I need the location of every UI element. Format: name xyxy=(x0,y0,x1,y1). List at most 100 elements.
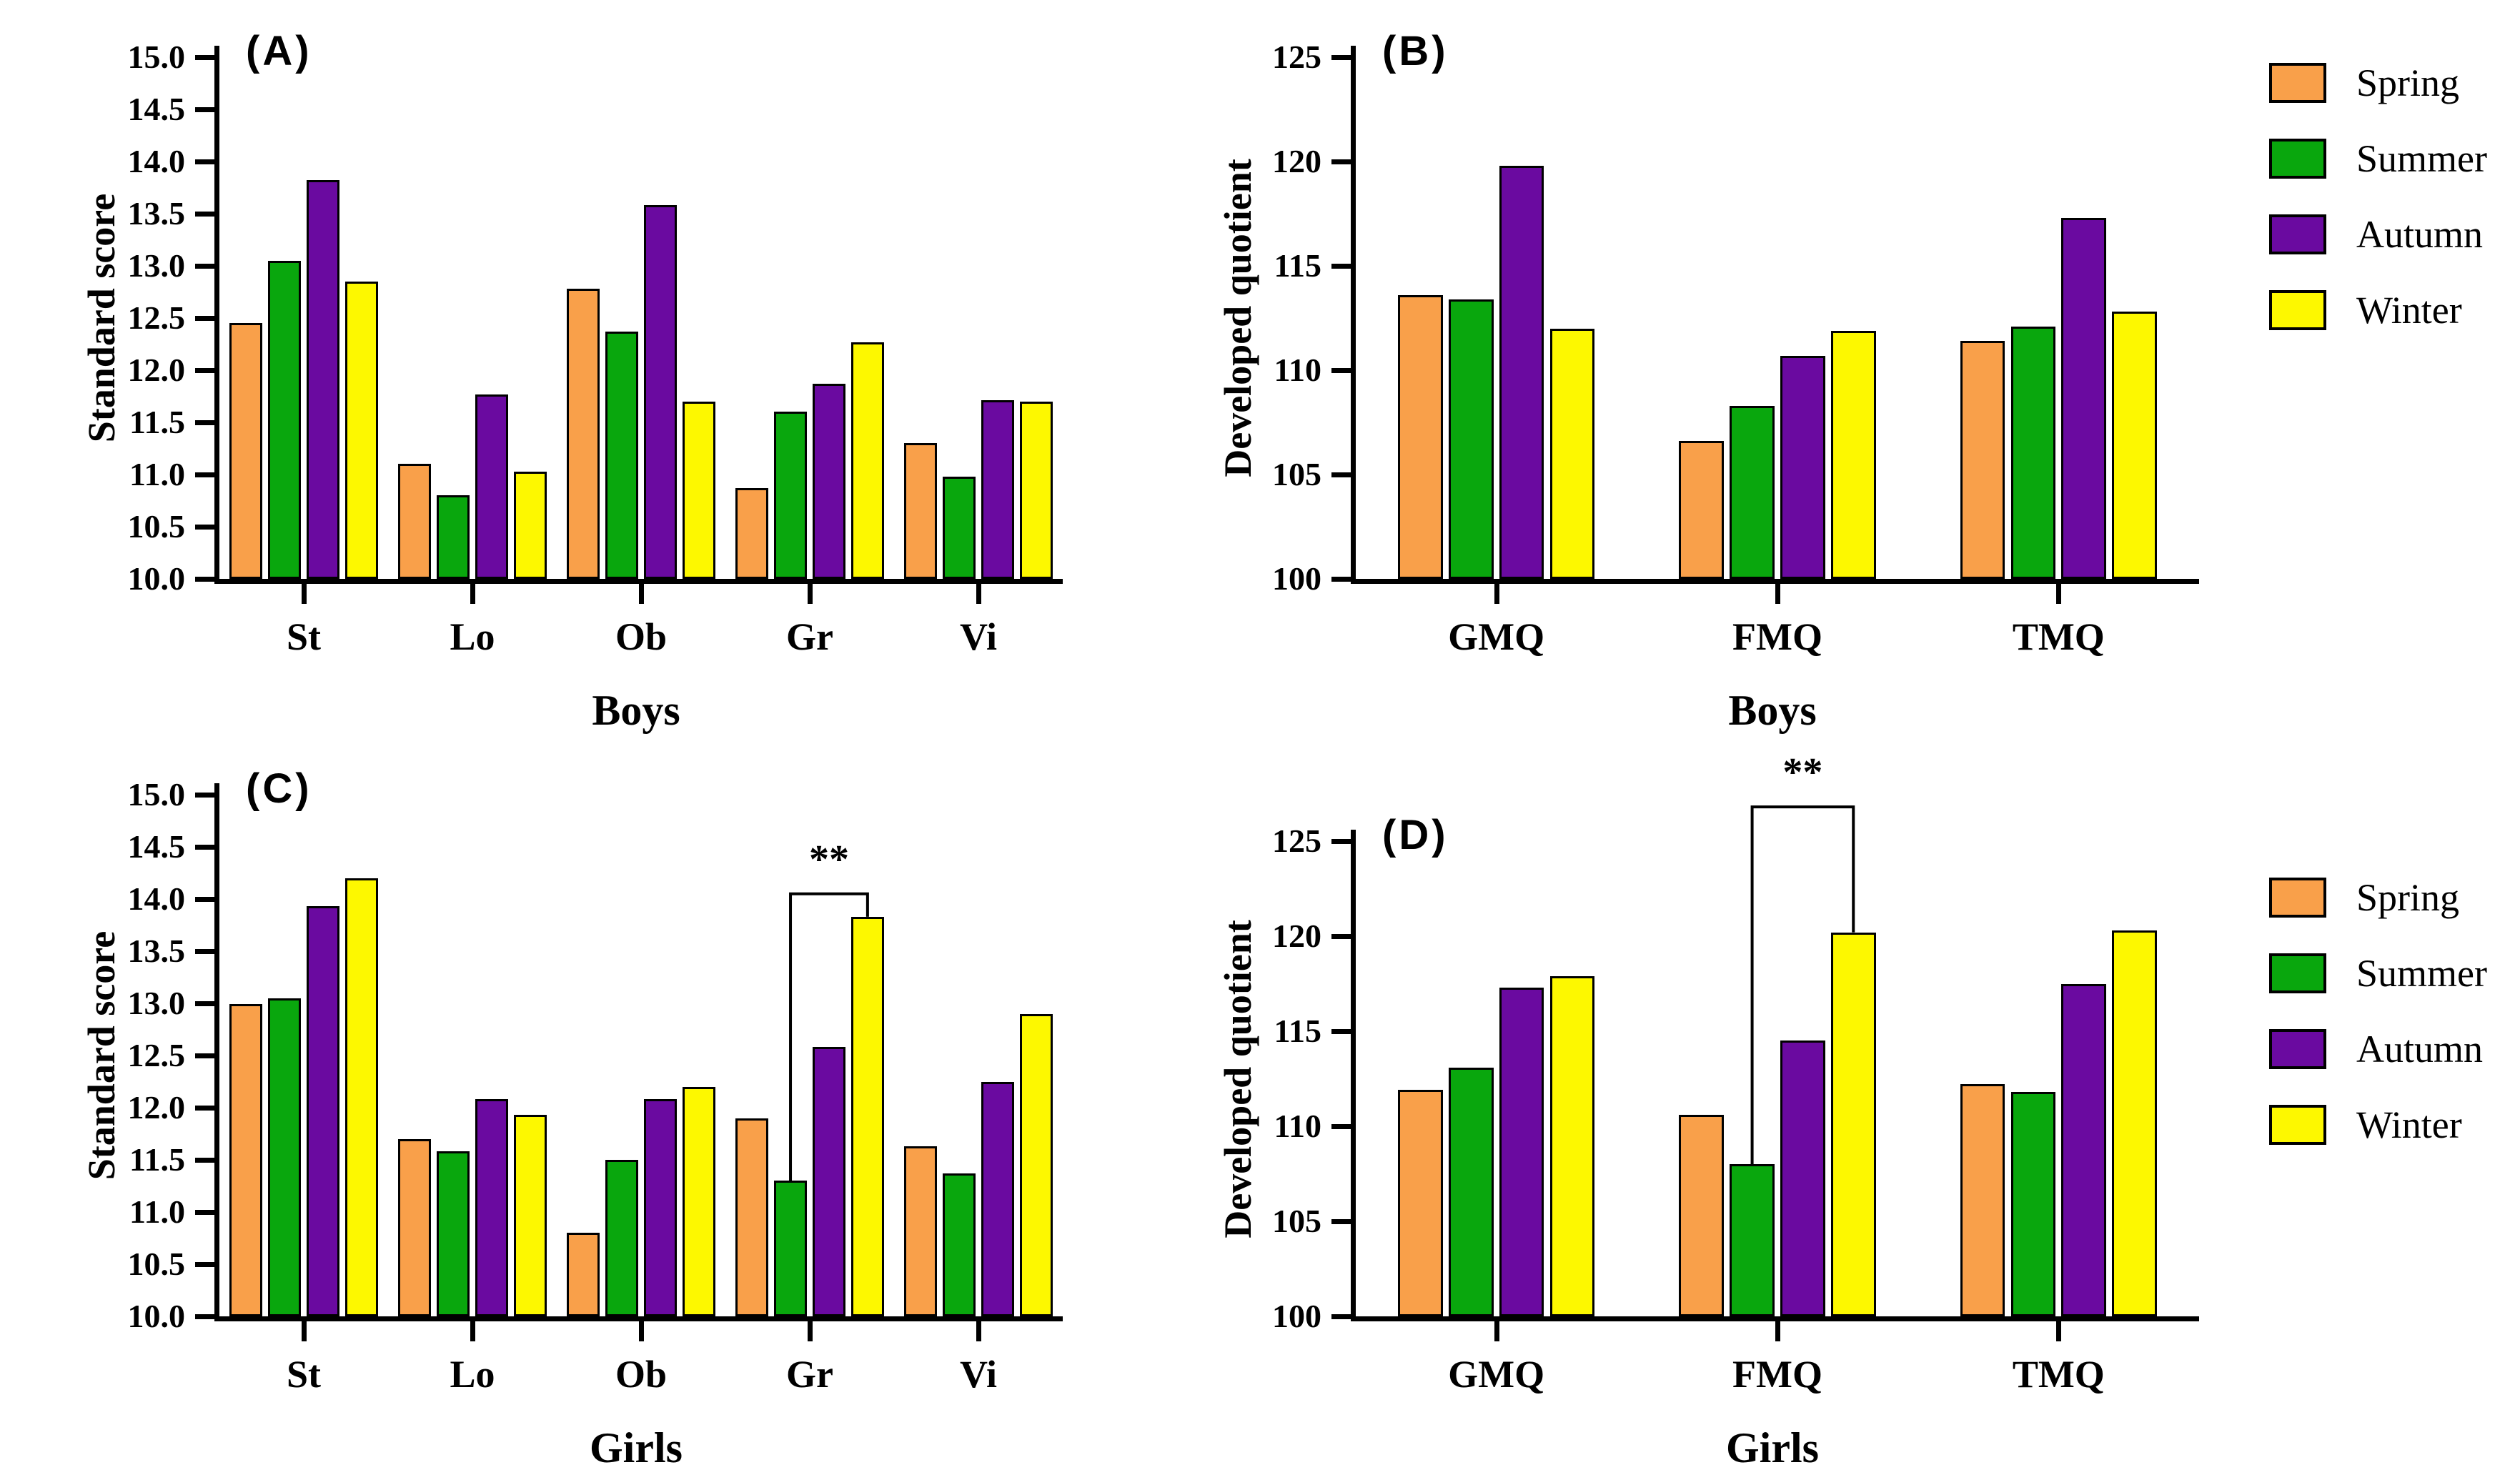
y-tick-mark xyxy=(195,1053,214,1058)
bar-summer-fmq xyxy=(1730,1164,1775,1316)
bar-winter-lo xyxy=(513,1115,547,1316)
y-tick-mark xyxy=(1331,264,1351,269)
y-tick-label: 12.5 xyxy=(127,1037,186,1073)
x-tick-mark xyxy=(1775,584,1780,604)
bar-autumn-ob xyxy=(644,1099,677,1316)
x-category-label: Gr xyxy=(786,1353,833,1396)
y-tick-mark xyxy=(1331,1314,1351,1319)
bar-autumn-tmq xyxy=(2061,217,2107,579)
bar-winter-vi xyxy=(1019,1013,1053,1316)
bar-winter-lo xyxy=(513,471,547,579)
x-tick-mark xyxy=(1494,584,1499,604)
x-axis-line xyxy=(1351,579,2199,584)
y-axis-title: Standard score xyxy=(80,193,123,443)
bar-winter-gr xyxy=(850,342,884,579)
y-tick-mark xyxy=(195,1210,214,1215)
y-tick-label: 105 xyxy=(1272,456,1321,492)
y-tick-label: 105 xyxy=(1272,1203,1321,1239)
legend-label: Spring xyxy=(2356,61,2460,104)
y-tick-mark xyxy=(1331,472,1351,477)
y-tick-label: 110 xyxy=(1274,1108,1321,1144)
y-tick-mark xyxy=(195,212,214,217)
bar-autumn-lo xyxy=(475,1099,508,1316)
y-axis-line xyxy=(1351,830,1356,1321)
panel-letter-label: (C) xyxy=(246,765,312,812)
x-tick-mark xyxy=(302,584,307,604)
bar-autumn-tmq xyxy=(2061,983,2107,1316)
y-tick-mark xyxy=(195,577,214,582)
x-category-label: FMQ xyxy=(1732,615,1822,658)
y-tick-label: 10.5 xyxy=(127,508,186,545)
y-tick-mark xyxy=(1331,159,1351,164)
y-axis-line xyxy=(214,783,219,1321)
bar-summer-ob xyxy=(605,331,638,579)
x-tick-mark xyxy=(639,1321,644,1341)
x-category-label: Lo xyxy=(450,615,495,658)
panel-a-standard-score-boys: 10.0 10.5 11.0 11.5 12.0 12.5 13.0 13.5 14.0 14.5… xyxy=(50,7,1079,739)
bar-summer-st xyxy=(268,260,301,579)
bar-summer-gmq xyxy=(1448,1067,1494,1316)
bar-spring-gmq xyxy=(1398,294,1443,579)
y-tick-mark xyxy=(1331,934,1351,939)
x-category-label: GMQ xyxy=(1448,615,1545,658)
bar-autumn-st xyxy=(307,180,339,579)
x-tick-mark xyxy=(302,1321,307,1341)
x-category-label: TMQ xyxy=(2012,615,2105,658)
legend-swatch-spring-icon xyxy=(2269,63,2326,103)
legend-item: Spring xyxy=(2269,61,2487,105)
y-tick-label: 10.0 xyxy=(127,1298,186,1334)
y-tick-mark xyxy=(1331,839,1351,844)
legend-label: Autumn xyxy=(2356,213,2484,256)
y-tick-mark xyxy=(195,1001,214,1006)
y-tick-label: 13.0 xyxy=(127,985,186,1021)
x-axis-line xyxy=(1351,1316,2199,1321)
legend-swatch-winter-icon xyxy=(2269,290,2326,330)
legend-label: Summer xyxy=(2356,137,2487,180)
y-tick-mark xyxy=(195,793,214,798)
y-tick-mark xyxy=(195,264,214,269)
legend-item: Summer xyxy=(2269,951,2487,995)
y-tick-label: 10.0 xyxy=(127,560,186,597)
panel-letter-label: (B) xyxy=(1382,28,1449,74)
y-tick-mark xyxy=(195,1158,214,1163)
legend-item: Winter xyxy=(2269,1103,2487,1147)
bar-spring-lo xyxy=(398,464,432,579)
x-axis-title: Boys xyxy=(1728,687,1817,734)
bar-winter-gr xyxy=(850,916,884,1316)
y-tick-label: 120 xyxy=(1272,143,1321,179)
panel-letter-label: (A) xyxy=(246,28,312,74)
legend-item: Winter xyxy=(2269,288,2487,332)
y-axis-title: Developed quotient xyxy=(1216,159,1259,477)
bar-autumn-lo xyxy=(475,394,508,579)
legend-item: Autumn xyxy=(2269,1027,2487,1071)
x-tick-mark xyxy=(470,1321,475,1341)
bar-spring-gr xyxy=(735,1118,769,1316)
panel-letter-label: (D) xyxy=(1382,812,1449,858)
bar-winter-tmq xyxy=(2112,930,2157,1316)
y-tick-mark xyxy=(195,420,214,425)
legend-label: Summer xyxy=(2356,952,2487,995)
bar-spring-ob xyxy=(567,289,600,579)
x-tick-mark xyxy=(1494,1321,1499,1341)
y-tick-mark xyxy=(195,316,214,321)
y-tick-mark xyxy=(1331,577,1351,582)
bar-summer-gr xyxy=(774,412,807,579)
bar-winter-st xyxy=(344,878,378,1316)
x-category-label: FMQ xyxy=(1732,1353,1822,1396)
legend-item: Summer xyxy=(2269,136,2487,181)
y-tick-mark xyxy=(195,845,214,850)
bar-summer-st xyxy=(268,998,301,1316)
y-tick-label: 100 xyxy=(1272,1298,1321,1334)
legend-top: Spring Summer Autumn Winter xyxy=(2269,61,2487,332)
x-tick-mark xyxy=(2056,1321,2062,1341)
y-tick-label: 15.0 xyxy=(127,776,186,813)
bar-summer-gr xyxy=(774,1181,807,1316)
y-tick-mark xyxy=(195,472,214,477)
bar-winter-ob xyxy=(682,401,715,579)
y-axis-line xyxy=(1351,46,1356,584)
bar-summer-tmq xyxy=(2010,326,2056,579)
y-tick-label: 14.0 xyxy=(127,880,186,917)
y-tick-mark xyxy=(195,55,214,60)
bar-autumn-gmq xyxy=(1499,987,1544,1316)
